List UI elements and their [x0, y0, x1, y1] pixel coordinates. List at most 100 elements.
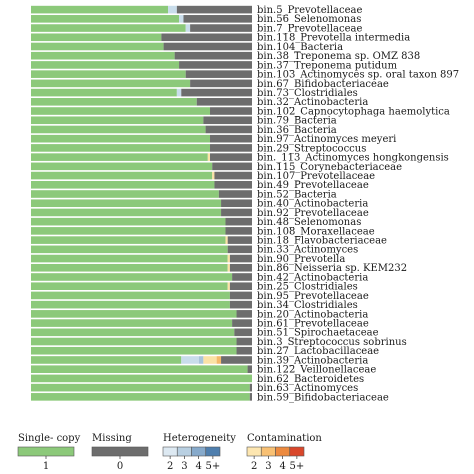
- legend-swatch: [246, 446, 262, 457]
- bar-segment: [31, 61, 180, 69]
- bar-segment: [212, 162, 252, 171]
- bin-label: bin.90_Prevotella: [257, 254, 345, 265]
- bar-segment: [176, 88, 182, 97]
- bar-segment: [227, 245, 252, 254]
- bar-segment: [221, 356, 252, 364]
- bar-segment: [31, 263, 228, 272]
- bin-label: bin.51_Spirochaetaceae: [257, 328, 379, 339]
- bar-segment: [214, 171, 252, 180]
- legend-tick-label: 5+: [206, 461, 221, 472]
- bar-segment: [210, 134, 252, 143]
- bin-label: bin.25_Clostridiales: [257, 282, 358, 293]
- bin-label: bin.20_Actinobacteria: [257, 309, 368, 320]
- bar-segment: [174, 51, 252, 60]
- legend-swatch: [17, 446, 75, 457]
- bar-segment: [216, 356, 222, 364]
- bin-label: bin.27_Lactobacillaceae: [257, 346, 379, 357]
- bar-segment: [31, 319, 233, 327]
- bar-segment: [31, 51, 175, 60]
- bin-label: bin.122_Veillonellaceae: [257, 365, 376, 376]
- bin-label: bin.95_Prevotellaceae: [257, 291, 369, 302]
- bar-segment: [210, 153, 252, 161]
- bar-segment: [31, 42, 164, 51]
- legend-tick-label: 3: [181, 461, 187, 472]
- bar-segment: [179, 15, 184, 23]
- bar-segment: [212, 171, 215, 180]
- bar-segment: [31, 236, 226, 244]
- bar-segment: [221, 208, 252, 217]
- bar-segment: [181, 356, 199, 364]
- bar-segment: [249, 383, 252, 392]
- bar-segment: [31, 282, 228, 291]
- bin-label: bin.36_Bacteria: [257, 125, 337, 136]
- legend-title: Missing: [92, 433, 132, 444]
- bar-segment: [179, 61, 252, 69]
- legend-swatch: [205, 446, 221, 457]
- bar-segment: [31, 227, 226, 235]
- bin-label: bin.7_Prevotellaceae: [257, 23, 362, 34]
- bin-label: bin.56_Selenomonas: [257, 14, 361, 25]
- bar-segment: [31, 79, 191, 88]
- bar-segment: [31, 310, 237, 318]
- bar-segment: [31, 180, 215, 189]
- bar-segment: [31, 153, 208, 161]
- legend-swatch: [176, 446, 192, 457]
- bar-segment: [221, 199, 252, 208]
- bar-segment: [31, 70, 186, 78]
- bar-segment: [31, 217, 226, 226]
- bar-segment: [214, 180, 252, 189]
- bin-label: bin.62_Bacteroidetes: [257, 374, 364, 385]
- legend-swatch: [162, 446, 178, 457]
- bar-segment: [161, 33, 252, 42]
- bar-segment: [190, 79, 252, 88]
- bin-label: bin.97_Actinomyces meyeri: [257, 134, 396, 145]
- bar-segment: [227, 254, 230, 263]
- legend-tick-label: 1: [43, 461, 49, 472]
- legend-tick-label: 4: [195, 461, 201, 472]
- bin-label: bin.86_Neisseria sp. KEM232: [257, 263, 407, 274]
- bin-label: bin.79_Bacteria: [257, 116, 337, 127]
- bar-segment: [31, 383, 250, 392]
- bar-segment: [249, 393, 252, 401]
- bar-segment: [31, 291, 230, 300]
- bar-segment: [236, 346, 252, 355]
- bar-segment: [31, 273, 233, 281]
- bar-segment: [225, 227, 252, 235]
- legend-tick-label: 5+: [290, 461, 305, 472]
- bar-segment: [31, 171, 213, 180]
- legend-tick-label: 4: [279, 461, 285, 472]
- bar-segment: [205, 125, 252, 134]
- bar-segment: [31, 144, 211, 152]
- bin-label: bin.115_Corynebacteriaceae: [257, 162, 402, 173]
- legend-tick-label: 0: [117, 461, 123, 472]
- bar-segment: [31, 24, 186, 32]
- bin-label: bin.73_Clostridiales: [257, 88, 358, 99]
- bin-label: bin.103_Actinomyces sp. oral taxon 897: [257, 70, 459, 81]
- legend-swatch: [275, 446, 291, 457]
- bar-segment: [247, 365, 252, 373]
- bin-label: bin.18_Flavobacteriaceae: [257, 236, 387, 247]
- bar-segment: [229, 300, 252, 309]
- bar-segment: [207, 153, 211, 161]
- bar-segment: [31, 254, 228, 263]
- bar-segment: [31, 88, 177, 97]
- bar-segment: [31, 374, 252, 383]
- bar-segment: [181, 88, 252, 97]
- bin-label: bin.118_Prevotella intermedia: [257, 33, 410, 44]
- bar-segment: [31, 15, 180, 23]
- bin-label: bin.40_Actinobacteria: [257, 199, 368, 210]
- bar-segment: [185, 24, 191, 32]
- bar-segment: [183, 15, 252, 23]
- bin-label: bin.63_Actinomyces: [257, 383, 358, 394]
- bar-segment: [31, 107, 211, 115]
- legend-swatch: [260, 446, 276, 457]
- bar-segment: [176, 5, 252, 14]
- bar-segment: [163, 42, 252, 51]
- legend-tick-label: 2: [167, 461, 173, 472]
- bar-segment: [31, 300, 230, 309]
- bar-segment: [229, 291, 252, 300]
- bar-segment: [31, 393, 250, 401]
- bin-label: bin._113_Actinomyces hongkongensis: [257, 153, 449, 164]
- bin-label: bin.108_Moraxellaceae: [257, 226, 375, 237]
